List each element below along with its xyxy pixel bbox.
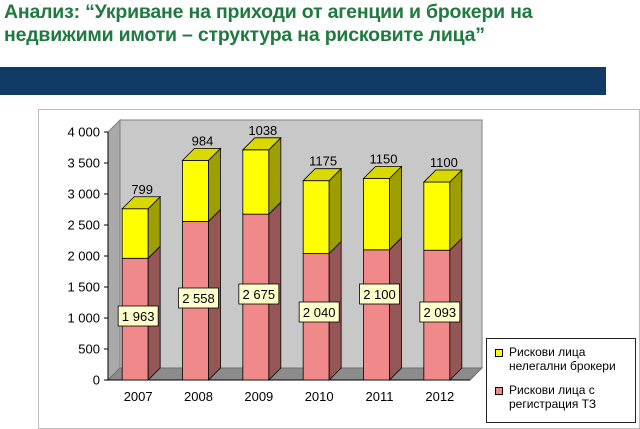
data-label-illegal-brokers: 799 <box>131 182 153 197</box>
bar-top-face <box>362 166 403 179</box>
data-label-registered: 1 963 <box>122 309 155 324</box>
bar-registered-front <box>363 249 390 381</box>
y-tick-label: 3 000 <box>67 187 100 202</box>
bar-registered-side <box>389 236 402 381</box>
title-band <box>0 67 606 95</box>
bar-illegal-brokers-side <box>389 165 402 251</box>
y-tick-label: 1 000 <box>67 311 100 326</box>
legend-label-line: нелегални брокери <box>509 359 616 373</box>
data-label-box <box>359 283 400 305</box>
data-label-registered: 2 100 <box>363 287 396 302</box>
data-label-registered: 2 040 <box>303 305 336 320</box>
legend-swatch-pink <box>495 387 503 395</box>
bar-top-face <box>241 137 282 151</box>
data-label-box <box>298 301 340 323</box>
bar-illegal-brokers-front <box>121 208 149 259</box>
bar-illegal-brokers-side <box>328 167 342 255</box>
bar-illegal-brokers-front <box>423 181 451 251</box>
x-tick-label: 2007 <box>124 389 153 404</box>
legend-label-line: Рискови лица <box>509 345 586 359</box>
legend-swatch-yellow <box>495 349 503 357</box>
data-label-illegal-brokers: 984 <box>192 133 214 148</box>
bar-illegal-brokers-side <box>208 147 221 223</box>
data-label-box <box>117 305 159 327</box>
y-tick-label: 4 000 <box>67 125 100 140</box>
bar-illegal-brokers-side <box>268 136 282 216</box>
chart-legend: Рискови лица нелегални брокери Рискови л… <box>486 338 636 423</box>
bar-illegal-brokers-front <box>242 149 270 215</box>
data-label-box <box>238 283 280 305</box>
y-tick-label: 1 500 <box>67 280 100 295</box>
bar-illegal-brokers-front <box>363 178 390 251</box>
y-tick-label: 2 500 <box>67 218 100 233</box>
data-label-box <box>419 301 461 323</box>
data-label-registered: 2 558 <box>182 291 215 306</box>
x-tick-label: 2008 <box>184 389 213 404</box>
data-label-illegal-brokers: 1175 <box>309 154 337 169</box>
slide-title: Анализ: “Укриване на приходи от агенции … <box>4 1 533 46</box>
data-label-box <box>178 287 219 309</box>
bar-illegal-brokers-side <box>449 169 463 252</box>
legend-label-registered: Рискови лица с регистрация ТЗ <box>509 383 635 411</box>
y-tick-label: 2 000 <box>67 249 100 264</box>
bar-illegal-brokers-front <box>182 159 209 222</box>
legend-label-illegal-brokers: Рискови лица нелегални брокери <box>509 345 635 373</box>
data-label-registered: 2 093 <box>424 305 457 320</box>
bar-top-face <box>302 168 343 182</box>
bar-illegal-brokers-front <box>302 180 330 254</box>
chart-side-wall <box>107 118 121 382</box>
legend-label-line: регистрация ТЗ <box>509 397 597 411</box>
x-tick-label: 2011 <box>366 389 394 404</box>
data-label-registered: 2 675 <box>243 287 276 302</box>
x-tick-label: 2009 <box>244 389 273 404</box>
y-tick-label: 500 <box>78 342 100 357</box>
legend-label-line: Рискови лица с <box>509 383 595 397</box>
y-tick-label: 0 <box>93 373 100 388</box>
bar-top-face <box>181 147 222 161</box>
data-label-illegal-brokers: 1038 <box>248 123 277 138</box>
data-label-illegal-brokers: 1100 <box>430 155 458 170</box>
x-tick-label: 2012 <box>425 389 454 404</box>
x-tick-label: 2010 <box>305 389 334 404</box>
data-label-illegal-brokers: 1150 <box>370 152 398 167</box>
bar-top-face <box>422 169 463 183</box>
bar-top-face <box>121 196 162 210</box>
y-tick-label: 3 500 <box>67 156 100 171</box>
